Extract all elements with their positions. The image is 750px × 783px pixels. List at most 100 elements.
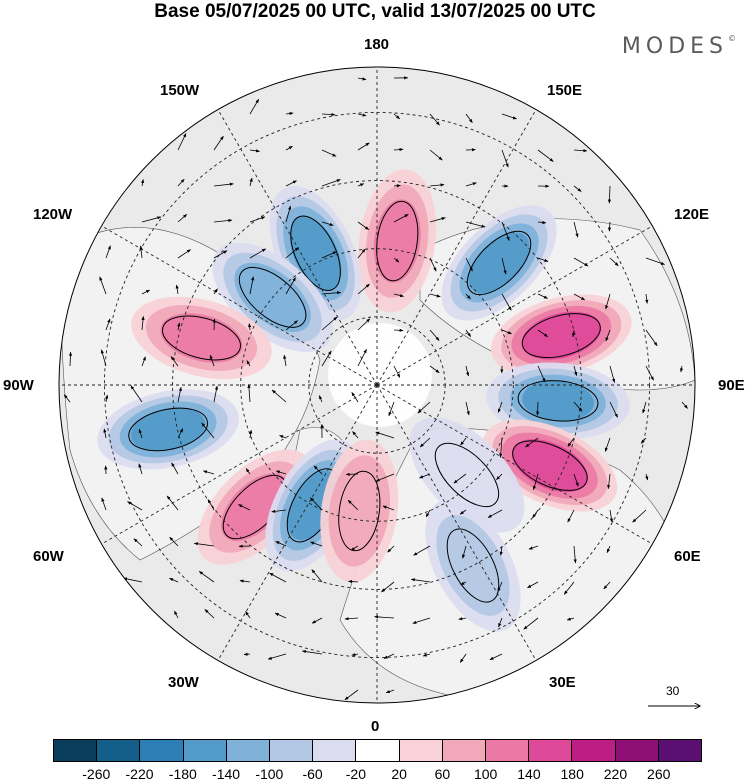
wind-vector	[347, 499, 359, 511]
wind-vector	[383, 653, 395, 659]
wind-vector	[238, 504, 251, 511]
wind-vector	[177, 428, 184, 439]
wind-vector	[213, 250, 228, 259]
wind-vector	[487, 509, 503, 518]
colorbar-swatch	[97, 740, 141, 761]
wind-vector	[499, 545, 503, 556]
anomaly-isoline	[290, 215, 341, 291]
wind-vector	[321, 179, 341, 187]
anomaly-contour	[409, 417, 525, 533]
wind-vector	[537, 365, 546, 383]
wind-vector	[285, 277, 296, 295]
wind-vector	[429, 217, 446, 223]
wind-vector	[645, 293, 649, 304]
wind-vector	[321, 350, 332, 367]
colorbar-tick-label: -100	[255, 766, 284, 782]
wind-vector	[141, 315, 145, 331]
wind-vector	[63, 394, 71, 403]
wind-vector	[310, 541, 323, 547]
wind-vector	[393, 184, 401, 188]
wind-vector	[388, 401, 395, 417]
wind-vector	[489, 653, 503, 661]
wind-vector	[344, 689, 359, 701]
anomaly-isoline	[512, 440, 588, 491]
low-anomaly	[97, 389, 240, 470]
wind-vector	[249, 429, 253, 439]
label-90w: 90W	[3, 377, 34, 394]
wind-vector	[141, 356, 146, 367]
wind-vector	[285, 180, 297, 187]
wind-vector	[375, 473, 395, 482]
wind-vector	[573, 221, 579, 238]
wind-vector	[201, 422, 215, 439]
anomaly-contour	[468, 232, 530, 294]
label-60w: 60W	[33, 548, 64, 565]
wind-vector	[311, 569, 323, 583]
map-border	[58, 66, 696, 704]
wind-vector	[271, 509, 287, 513]
wind-vector	[501, 293, 512, 311]
wind-vector	[393, 257, 400, 263]
wind-vector	[429, 329, 440, 341]
wind-vector	[528, 545, 539, 550]
wind-vector	[248, 323, 252, 331]
wind-vector	[285, 247, 299, 259]
wind-vector	[275, 470, 287, 475]
colorbar-tick-label: -60	[302, 766, 323, 782]
wind-vector	[177, 249, 191, 259]
wind-vector	[525, 437, 539, 448]
wind-vector	[567, 509, 575, 523]
wind-vector	[283, 354, 287, 367]
wind-vector	[412, 617, 431, 624]
wind-vector	[567, 437, 575, 447]
label-120e: 120E	[674, 206, 710, 223]
colorbar-swatch	[529, 740, 573, 761]
wind-vector	[499, 437, 503, 458]
wind-vector	[573, 257, 589, 267]
wind-vector	[607, 221, 612, 232]
meridian-line	[376, 225, 653, 386]
label-180: 180	[364, 36, 390, 53]
wind-vector	[573, 545, 577, 564]
wind-vector	[679, 365, 684, 373]
wind-vector	[133, 538, 143, 547]
wind-vector	[609, 257, 619, 267]
low-anomaly	[425, 499, 521, 632]
wind-vectors	[63, 76, 688, 701]
wind-vector	[501, 329, 512, 335]
wind-vector	[573, 401, 583, 412]
wind-vector	[130, 385, 143, 403]
wind-vector	[387, 545, 395, 553]
anomaly-contour	[221, 473, 289, 541]
wind-vector	[351, 391, 359, 403]
wind-vector	[249, 248, 267, 259]
colorbar-tick-label: -260	[82, 766, 111, 782]
wind-vector	[381, 581, 395, 593]
wind-vector	[419, 437, 431, 448]
wind-vector	[100, 349, 107, 367]
colorbar-tick-label: -220	[125, 766, 154, 782]
wind-vector	[537, 257, 549, 262]
wind-vector	[175, 284, 179, 295]
wind-vector	[140, 179, 145, 187]
wind-vector	[357, 318, 371, 331]
wind-vector	[177, 322, 181, 331]
wind-vector	[321, 316, 338, 331]
colorbar-swatch	[615, 740, 659, 761]
wind-vector	[313, 465, 323, 475]
wind-vector	[357, 283, 370, 295]
wind-vector	[497, 581, 503, 593]
wind-vector	[357, 221, 370, 230]
wind-vector	[245, 468, 251, 475]
polar-ice-cap	[328, 323, 432, 427]
wind-vector	[573, 149, 588, 153]
wind-vector	[357, 348, 367, 367]
colorbar-tick-label: 140	[517, 766, 541, 782]
meridian-line	[376, 109, 537, 386]
wind-vector	[249, 177, 253, 187]
high-anomaly	[131, 296, 272, 380]
wind-vector	[465, 329, 472, 338]
anomaly-field	[97, 169, 632, 632]
anomaly-isoline	[466, 230, 532, 296]
